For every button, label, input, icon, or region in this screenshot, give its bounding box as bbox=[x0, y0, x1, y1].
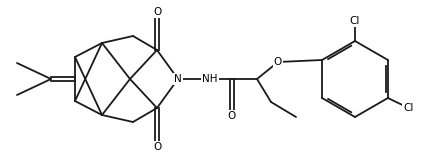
Text: Cl: Cl bbox=[403, 103, 414, 113]
Text: O: O bbox=[153, 7, 161, 17]
Text: Cl: Cl bbox=[350, 16, 360, 26]
Text: O: O bbox=[274, 57, 282, 67]
Text: O: O bbox=[228, 111, 236, 121]
Text: N: N bbox=[174, 74, 182, 84]
Text: O: O bbox=[153, 142, 161, 152]
Text: NH: NH bbox=[202, 74, 218, 84]
